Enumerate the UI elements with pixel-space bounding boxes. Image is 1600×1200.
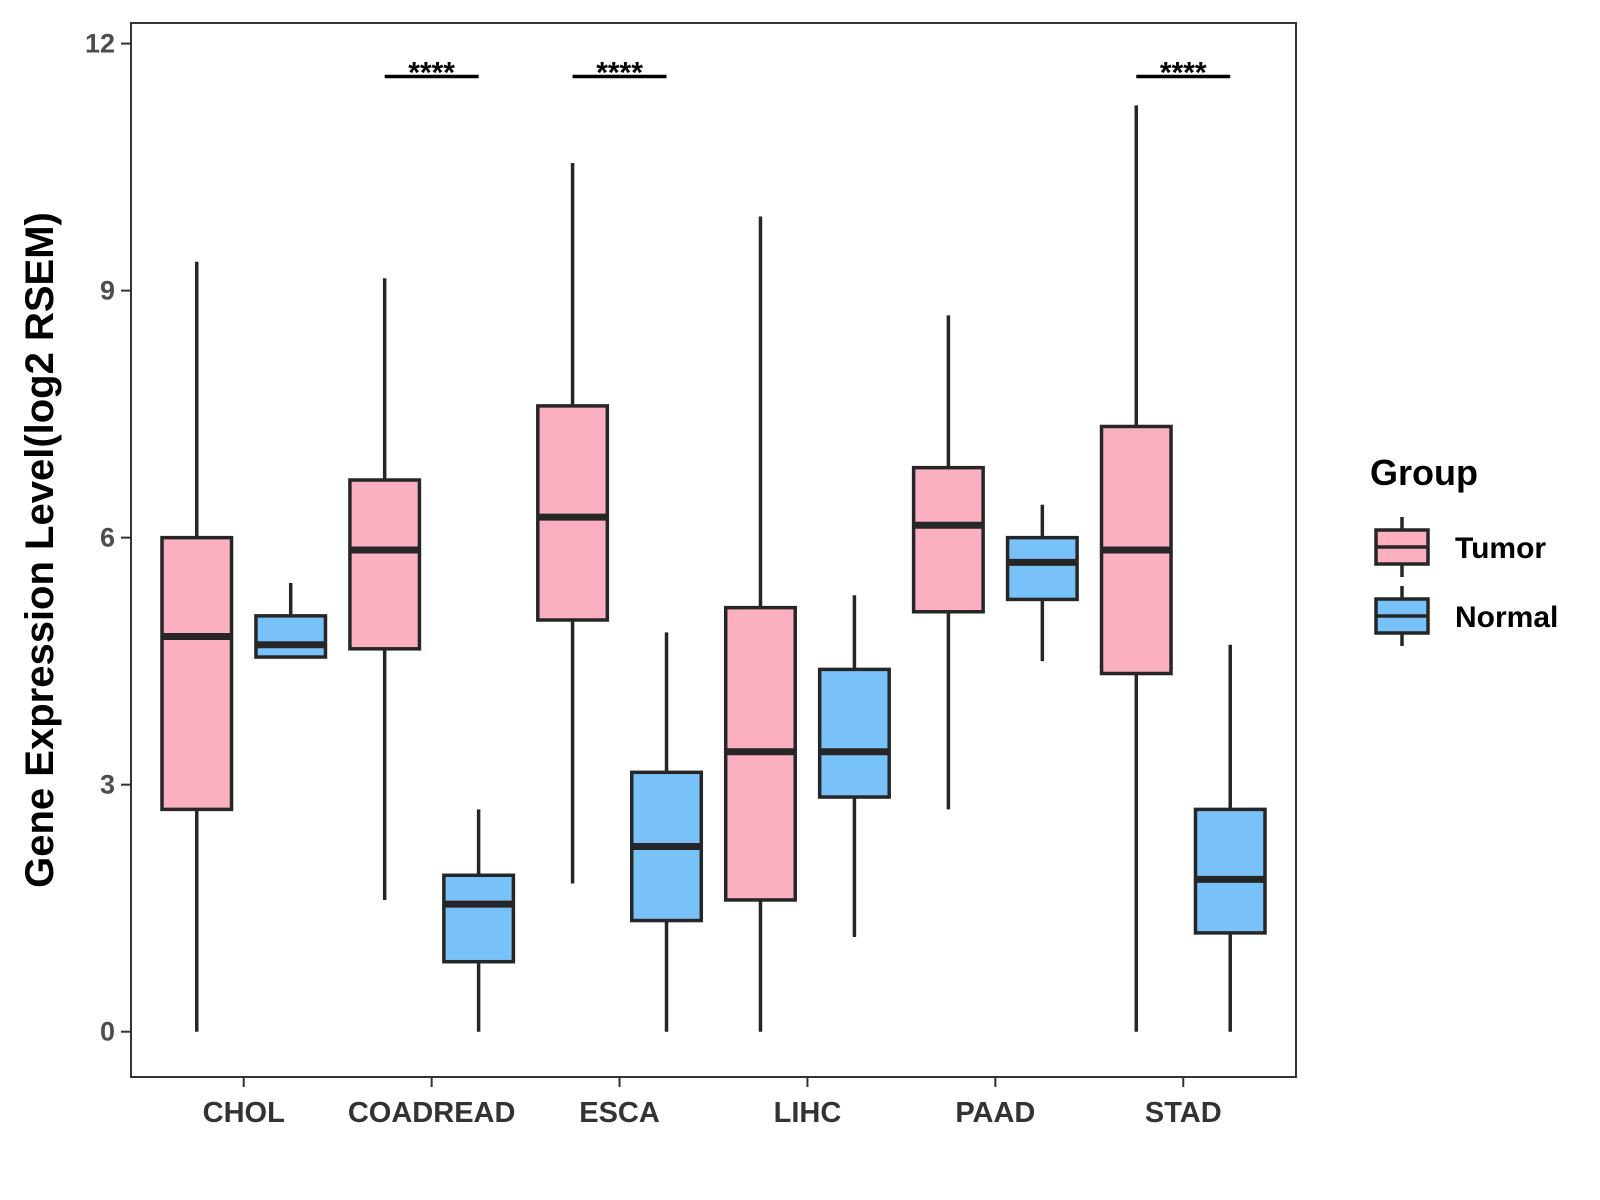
x-tick-label: ESCA: [579, 1097, 660, 1129]
legend-title: Group: [1370, 452, 1478, 493]
plot-frame: [130, 22, 1297, 1078]
box-normal-coadread: [442, 809, 516, 1032]
box-body: [817, 667, 891, 799]
box-tumor-coadread: [348, 278, 422, 900]
box-normal-stad: [1193, 644, 1267, 1032]
legend-label: Normal: [1455, 601, 1558, 634]
significance-stad: ****: [1136, 57, 1231, 90]
box-normal-paad: [1005, 504, 1079, 662]
legend-item-tumor: Tumor: [1374, 517, 1546, 577]
significance-label: ****: [596, 57, 643, 90]
box-body: [911, 465, 985, 614]
y-tick-label: 12: [85, 29, 115, 59]
y-tick-label: 6: [100, 523, 115, 553]
box-body: [536, 404, 610, 622]
y-tick-label: 3: [100, 770, 115, 800]
box-normal-esca: [630, 632, 704, 1032]
x-axis: CHOL COADREAD ESCA LIHC PAAD STAD: [203, 1077, 1222, 1129]
significance-label: ****: [408, 57, 455, 90]
significance-coadread: ****: [384, 57, 479, 90]
box-tumor-paad: [911, 315, 985, 810]
y-axis-title: Gene Expression Level(log2 RSEM): [18, 212, 62, 888]
legend-label: Tumor: [1455, 532, 1546, 565]
box-body: [160, 535, 234, 812]
box-tumor-chol: [160, 261, 234, 1032]
box-tumor-lihc: [723, 216, 797, 1032]
x-tick-label: PAAD: [955, 1097, 1035, 1129]
box-tumor-stad: [1099, 105, 1173, 1032]
plot-content: **** **** ****: [160, 57, 1267, 1032]
box-body: [442, 873, 516, 964]
x-tick-label: CHOL: [203, 1097, 285, 1129]
significance-esca: ****: [572, 57, 667, 90]
x-tick-label: STAD: [1145, 1097, 1222, 1129]
legend: Group Tumor Normal: [1370, 452, 1558, 646]
box-tumor-esca: [536, 162, 610, 884]
x-tick-label: COADREAD: [348, 1097, 516, 1129]
legend-item-normal: Normal: [1374, 586, 1558, 646]
box-body: [348, 478, 422, 651]
y-tick-label: 9: [100, 276, 115, 306]
box-normal-lihc: [817, 595, 891, 938]
box-body: [1193, 807, 1267, 935]
box-normal-chol: [254, 582, 328, 659]
y-axis: 0 3 6 9 12: [85, 29, 131, 1047]
box-body: [254, 614, 328, 659]
significance-label: ****: [1160, 57, 1207, 90]
box-body: [1005, 535, 1079, 602]
y-tick-label: 0: [100, 1017, 115, 1047]
x-tick-label: LIHC: [774, 1097, 842, 1129]
